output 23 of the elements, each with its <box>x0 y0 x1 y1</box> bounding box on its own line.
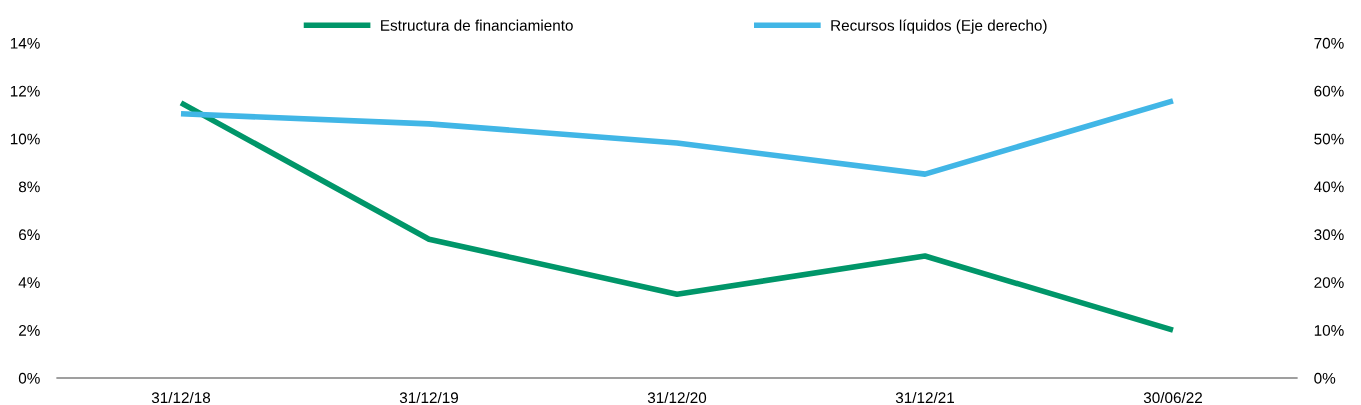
y2-tick-label: 50% <box>1314 133 1344 145</box>
y-tick-label: 10% <box>10 133 40 145</box>
y2-tick-label: 70% <box>1314 37 1344 49</box>
y2-tick-label: 40% <box>1314 181 1344 193</box>
y-tick-label: 8% <box>18 181 40 193</box>
y-tick-label: 6% <box>19 229 40 241</box>
x-tick-label: 31/12/21 <box>895 391 954 404</box>
y2-tick-label: 0% <box>1314 372 1336 384</box>
y2-tick-label: 30% <box>1314 229 1344 241</box>
y-tick-label: 4% <box>18 277 40 288</box>
x-tick-label: 31/12/20 <box>647 391 707 404</box>
y2-tick-label: 10% <box>1314 325 1344 336</box>
legend-label: Recursos líquidos (Eje derecho) <box>831 19 1047 34</box>
x-tick-label: 31/12/18 <box>151 391 211 404</box>
y-tick-label: 12% <box>10 85 40 97</box>
y-tick-label: 2% <box>19 325 40 336</box>
y2-tick-label: 20% <box>1314 277 1344 288</box>
y2-tick-label: 60% <box>1314 85 1344 97</box>
y-tick-label: 0% <box>18 372 40 384</box>
legend-label: Estructura de financiamiento <box>381 19 573 31</box>
y-tick-label: 14% <box>10 37 40 49</box>
x-tick-label: 30/06/22 <box>1143 391 1202 404</box>
x-tick-label: 31/12/19 <box>399 391 459 404</box>
